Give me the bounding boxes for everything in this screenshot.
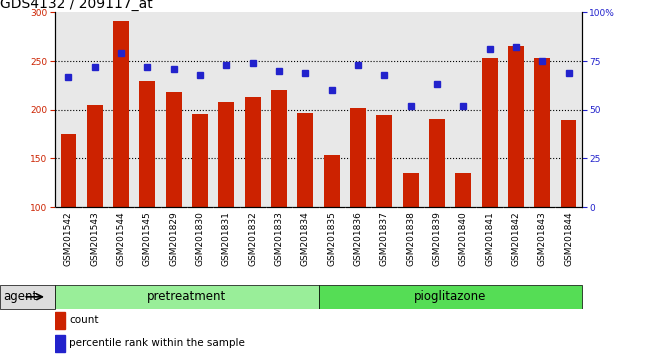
- Text: GSM201839: GSM201839: [432, 211, 441, 266]
- Text: GSM201833: GSM201833: [274, 211, 283, 266]
- Text: GSM201835: GSM201835: [327, 211, 336, 266]
- Text: GSM201844: GSM201844: [564, 211, 573, 266]
- Bar: [218, 102, 234, 207]
- Text: GSM201834: GSM201834: [301, 211, 310, 266]
- Bar: [55, 335, 65, 352]
- Text: GSM201836: GSM201836: [354, 211, 363, 266]
- Bar: [429, 120, 445, 207]
- Bar: [113, 21, 129, 207]
- Text: GSM201543: GSM201543: [90, 211, 99, 266]
- Bar: [140, 80, 155, 207]
- Text: GSM201842: GSM201842: [512, 211, 521, 266]
- Bar: [271, 90, 287, 207]
- Bar: [192, 114, 208, 207]
- Bar: [60, 134, 76, 207]
- Bar: [508, 46, 524, 207]
- Text: GSM201832: GSM201832: [248, 211, 257, 266]
- Text: GSM201542: GSM201542: [64, 211, 73, 266]
- Text: GSM201544: GSM201544: [116, 211, 125, 266]
- Text: GSM201838: GSM201838: [406, 211, 415, 266]
- Text: GSM201843: GSM201843: [538, 211, 547, 266]
- Text: GSM201545: GSM201545: [143, 211, 152, 266]
- Text: GSM201840: GSM201840: [459, 211, 468, 266]
- Text: pretreatment: pretreatment: [148, 290, 226, 303]
- Bar: [456, 173, 471, 207]
- Text: count: count: [70, 315, 99, 325]
- Bar: [482, 58, 497, 207]
- Text: agent: agent: [3, 290, 37, 303]
- Bar: [376, 115, 392, 207]
- Bar: [350, 108, 366, 207]
- Text: GSM201837: GSM201837: [380, 211, 389, 266]
- Text: percentile rank within the sample: percentile rank within the sample: [70, 338, 245, 348]
- Bar: [324, 155, 339, 207]
- Text: GSM201831: GSM201831: [222, 211, 231, 266]
- Text: GDS4132 / 209117_at: GDS4132 / 209117_at: [0, 0, 153, 11]
- Bar: [55, 312, 65, 329]
- Bar: [0, 285, 55, 309]
- Text: GSM201830: GSM201830: [196, 211, 205, 266]
- Bar: [298, 113, 313, 207]
- Text: GSM201841: GSM201841: [485, 211, 494, 266]
- Bar: [166, 92, 181, 207]
- Bar: [55, 285, 318, 309]
- Bar: [87, 105, 103, 207]
- Bar: [561, 120, 577, 207]
- Bar: [534, 58, 550, 207]
- Text: pioglitazone: pioglitazone: [414, 290, 486, 303]
- Text: GSM201829: GSM201829: [169, 211, 178, 266]
- Bar: [403, 173, 419, 207]
- Bar: [245, 97, 261, 207]
- Bar: [318, 285, 582, 309]
